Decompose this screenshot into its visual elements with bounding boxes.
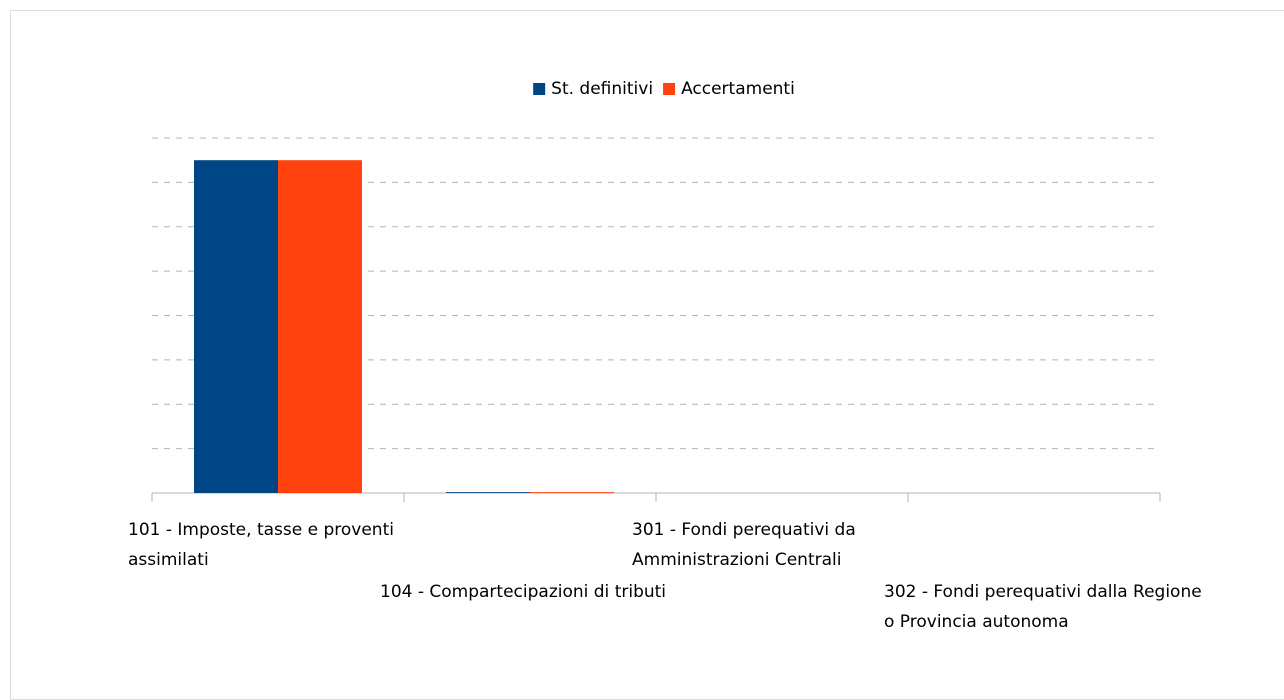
legend-label: St. definitivi [551, 79, 653, 99]
bar [194, 160, 278, 493]
page: {"chart_data": {"type": "bar", "categori… [10, 10, 1284, 700]
legend-swatch [663, 83, 676, 95]
x-tick-label: 302 - Fondi perequativi dalla Regione o … [884, 582, 1202, 632]
bar [446, 492, 530, 493]
x-tick-label: 104 - Compartecipazioni di tributi [380, 582, 667, 602]
chart: St. definitivi Accertamenti [151, 79, 1161, 502]
x-tick-label: 101 - Imposte, tasse e proventi assimila… [128, 520, 394, 570]
bar [530, 492, 614, 493]
bar [278, 160, 362, 493]
legend-label: Accertamenti [681, 79, 795, 99]
legend-swatch [533, 83, 546, 95]
x-tick-label: 301 - Fondi perequativi da Amministrazio… [632, 520, 856, 570]
